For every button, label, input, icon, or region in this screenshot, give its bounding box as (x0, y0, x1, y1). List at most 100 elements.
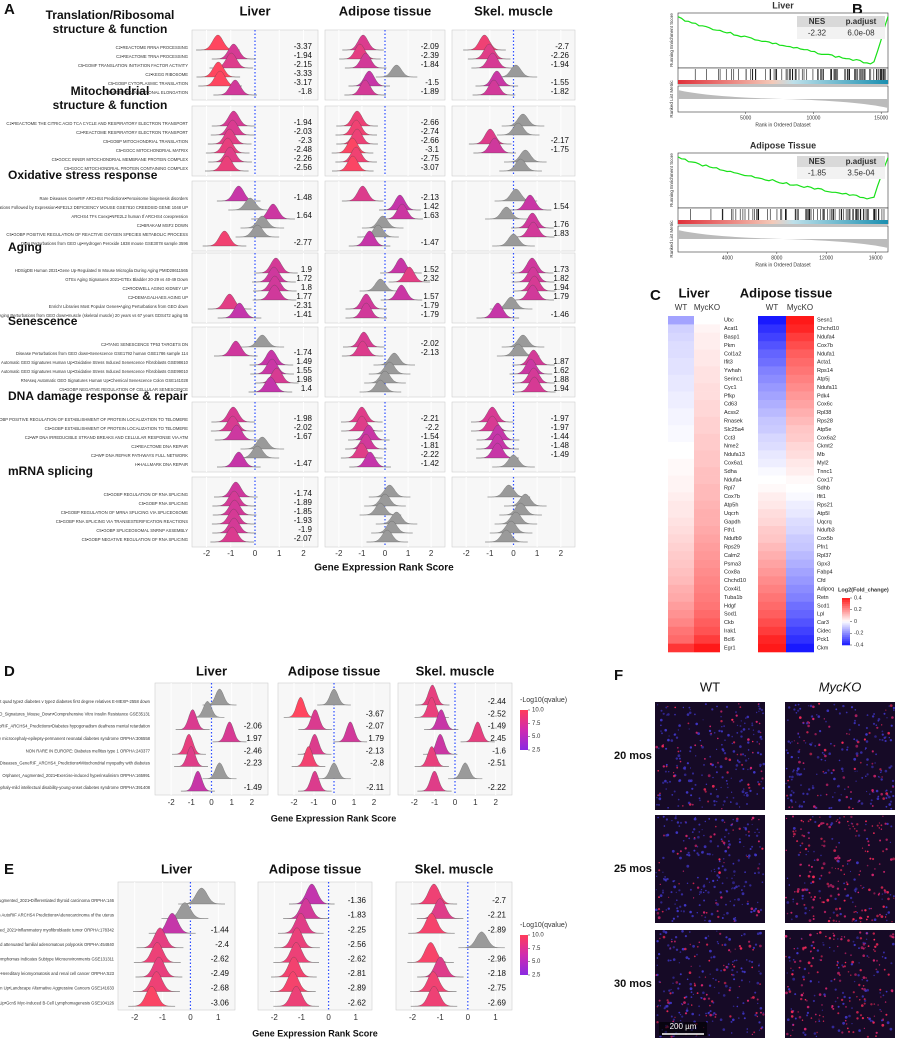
nucleus (864, 989, 867, 992)
nucleus (843, 936, 846, 938)
nucleus (804, 946, 807, 949)
nucleus (657, 816, 659, 819)
row-label: C5•GOBP POSITIVE REGULATION OF ESTABLISH… (0, 417, 188, 422)
heatmap-cell (758, 358, 786, 367)
value-label: 1.55 (296, 366, 312, 375)
nucleus (738, 1017, 740, 1019)
nucleus (752, 949, 754, 951)
column-header: Adipose tissue (339, 3, 431, 18)
nucleus (789, 793, 793, 797)
nucleus (725, 780, 728, 782)
nucleus (719, 932, 722, 935)
nucleus (854, 719, 856, 722)
nucleus (749, 981, 751, 983)
ridge (388, 266, 431, 283)
nucleus (796, 772, 798, 774)
heatmap-cell (786, 534, 814, 544)
nucleus (812, 941, 815, 944)
nucleus (890, 962, 893, 965)
nucleus (759, 1007, 763, 1010)
nucleus (664, 1005, 668, 1008)
nucleus (740, 730, 743, 733)
x-tick-label: 2 (250, 798, 255, 807)
nucleus (682, 870, 685, 872)
nucleus (676, 821, 680, 824)
nucleus (731, 791, 733, 793)
ridge (410, 971, 457, 992)
nucleus (667, 705, 669, 708)
nucleus (698, 831, 701, 833)
gene-label: Sdha (724, 469, 738, 475)
value-label: -2.21 (421, 414, 440, 423)
nucleus (793, 832, 796, 836)
nucleus (659, 883, 661, 886)
gene-label: Rps28 (817, 418, 833, 424)
nucleus (686, 864, 690, 868)
row-label: C5•GOBP POSITIVE REGULATION OF REACTIVE … (6, 232, 188, 237)
nucleus (656, 875, 658, 877)
nucleus (733, 959, 736, 962)
nucleus (833, 777, 836, 781)
x-tick-label: -2 (335, 549, 343, 558)
nucleus (818, 993, 822, 996)
nucleus (759, 983, 761, 985)
ridge (510, 257, 554, 274)
value-label: -2.81 (348, 969, 367, 978)
nucleus (732, 960, 734, 963)
nucleus (732, 917, 736, 921)
value-label: -1.44 (551, 432, 570, 441)
value-label: -2.13 (421, 348, 440, 357)
nucleus (695, 731, 698, 734)
nucleus (820, 955, 823, 958)
nucleus (874, 762, 876, 764)
row-label: C5•GOBP MITOCHONDRIAL TRANSLATION (103, 139, 188, 144)
nucleus (786, 794, 789, 797)
value-label: -2.31 (294, 301, 313, 310)
nucleus (828, 807, 831, 810)
nucleus (791, 1023, 794, 1026)
ridge (216, 185, 261, 202)
nucleus (813, 1032, 817, 1035)
nucleus (747, 749, 750, 751)
nucleus (883, 968, 886, 971)
ridge (207, 128, 252, 145)
nucleus (723, 943, 727, 947)
nucleus (703, 764, 705, 766)
nucleus (797, 1011, 799, 1013)
nucleus (704, 916, 707, 919)
legend-color-step (842, 623, 850, 626)
nucleus (882, 850, 885, 853)
ridge (336, 110, 378, 127)
nucleus (662, 856, 665, 860)
value-label: -2.7 (555, 42, 569, 51)
nucleus (798, 966, 801, 969)
column-header: MycKO (819, 679, 862, 694)
gene-label: Cfd (817, 578, 826, 584)
nucleus (884, 916, 887, 918)
heatmap-cell (786, 324, 814, 334)
nucleus (699, 799, 701, 802)
nucleus (806, 731, 809, 734)
nucleus (845, 881, 848, 884)
nucleus (863, 1027, 866, 1030)
nucleus (803, 1027, 807, 1031)
nucleus (826, 823, 829, 826)
value-label: -2.3 (298, 136, 312, 145)
column-header: Liver (239, 3, 270, 18)
nucleus (843, 915, 847, 918)
nucleus (669, 947, 672, 950)
nucleus (693, 817, 697, 821)
nucleus (889, 739, 893, 742)
nucleus (669, 992, 672, 995)
nucleus (738, 841, 742, 844)
nucleus (687, 851, 690, 854)
nucleus (691, 831, 694, 833)
nucleus (744, 754, 746, 757)
nucleus (823, 772, 826, 774)
nucleus (876, 970, 879, 974)
nucleus (818, 702, 821, 705)
nucleus (889, 800, 893, 803)
nucleus (657, 770, 659, 772)
gene-label: Cox7b (724, 494, 740, 500)
